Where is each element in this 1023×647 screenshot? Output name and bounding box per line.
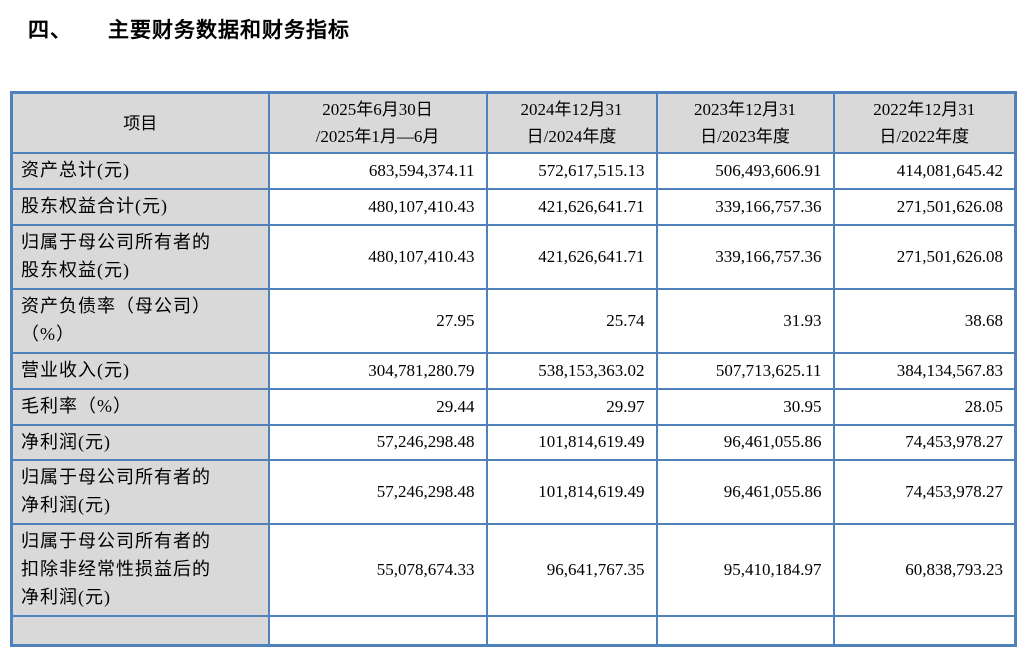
column-header-item: 项目	[10, 91, 270, 155]
cell-value: 506,493,606.91	[655, 152, 835, 191]
table-row-debt-ratio: 资产负债率（母公司） （%） 27.95 25.74 31.93 38.68	[10, 287, 1017, 354]
row-label: 净利润(元)	[10, 423, 270, 462]
cell-value: 29.97	[485, 387, 658, 426]
cell-value: 27.95	[267, 287, 488, 354]
cell-value: 29.44	[267, 387, 488, 426]
row-label	[10, 614, 270, 647]
section-title: 四、 主要财务数据和财务指标	[28, 14, 1023, 44]
cell-value: 572,617,515.13	[485, 152, 658, 191]
cell-value: 57,246,298.48	[267, 459, 488, 526]
cell-value: 414,081,645.42	[832, 152, 1017, 191]
row-label: 股东权益合计(元)	[10, 188, 270, 227]
cell-value	[832, 614, 1017, 647]
table-row-partial-clipped	[10, 614, 1017, 647]
cell-value: 421,626,641.71	[485, 224, 658, 290]
column-header-2025: 2025年6月30日 /2025年1月—6月	[267, 91, 488, 155]
cell-value: 74,453,978.27	[832, 423, 1017, 462]
table-row-net-profit: 净利润(元) 57,246,298.48 101,814,619.49 96,4…	[10, 423, 1017, 462]
cell-value: 57,246,298.48	[267, 423, 488, 462]
row-label: 归属于母公司所有者的 扣除非经常性损益后的 净利润(元)	[10, 523, 270, 617]
table-row-total-equity: 股东权益合计(元) 480,107,410.43 421,626,641.71 …	[10, 188, 1017, 227]
cell-value	[655, 614, 835, 647]
column-header-2023: 2023年12月31 日/2023年度	[655, 91, 835, 155]
cell-value: 31.93	[655, 287, 835, 354]
table-row-gross-margin: 毛利率（%） 29.44 29.97 30.95 28.05	[10, 387, 1017, 426]
cell-value: 38.68	[832, 287, 1017, 354]
table-row-parent-net-profit: 归属于母公司所有者的 净利润(元) 57,246,298.48 101,814,…	[10, 459, 1017, 526]
cell-value: 480,107,410.43	[267, 188, 488, 227]
cell-value: 480,107,410.43	[267, 224, 488, 290]
section-title-text: 主要财务数据和财务指标	[108, 19, 350, 42]
cell-value: 55,078,674.33	[267, 523, 488, 617]
row-label: 资产总计(元)	[10, 152, 270, 191]
section-number: 四、	[28, 19, 72, 42]
cell-value: 96,461,055.86	[655, 423, 835, 462]
table-row-parent-equity: 归属于母公司所有者的 股东权益(元) 480,107,410.43 421,62…	[10, 224, 1017, 290]
table-row-revenue: 营业收入(元) 304,781,280.79 538,153,363.02 50…	[10, 351, 1017, 390]
row-label: 归属于母公司所有者的 股东权益(元)	[10, 224, 270, 290]
cell-value: 101,814,619.49	[485, 459, 658, 526]
cell-value	[267, 614, 488, 647]
cell-value: 60,838,793.23	[832, 523, 1017, 617]
row-label: 毛利率（%）	[10, 387, 270, 426]
table-header-row: 项目 2025年6月30日 /2025年1月—6月 2024年12月31 日/2…	[10, 91, 1017, 155]
cell-value: 96,641,767.35	[485, 523, 658, 617]
column-header-2024: 2024年12月31 日/2024年度	[485, 91, 658, 155]
cell-value: 271,501,626.08	[832, 188, 1017, 227]
row-label: 资产负债率（母公司） （%）	[10, 287, 270, 354]
cell-value: 28.05	[832, 387, 1017, 426]
row-label: 归属于母公司所有者的 净利润(元)	[10, 459, 270, 526]
cell-value: 339,166,757.36	[655, 188, 835, 227]
cell-value: 74,453,978.27	[832, 459, 1017, 526]
cell-value: 96,461,055.86	[655, 459, 835, 526]
row-label: 营业收入(元)	[10, 351, 270, 390]
cell-value	[485, 614, 658, 647]
column-header-2022: 2022年12月31 日/2022年度	[832, 91, 1017, 155]
cell-value: 421,626,641.71	[485, 188, 658, 227]
cell-value: 384,134,567.83	[832, 351, 1017, 390]
cell-value: 683,594,374.11	[267, 152, 488, 191]
cell-value: 339,166,757.36	[655, 224, 835, 290]
cell-value: 101,814,619.49	[485, 423, 658, 462]
cell-value: 507,713,625.11	[655, 351, 835, 390]
table-row-total-assets: 资产总计(元) 683,594,374.11 572,617,515.13 50…	[10, 152, 1017, 191]
cell-value: 271,501,626.08	[832, 224, 1017, 290]
financial-data-table: 项目 2025年6月30日 /2025年1月—6月 2024年12月31 日/2…	[10, 91, 1017, 647]
cell-value: 304,781,280.79	[267, 351, 488, 390]
cell-value: 25.74	[485, 287, 658, 354]
cell-value: 30.95	[655, 387, 835, 426]
cell-value: 95,410,184.97	[655, 523, 835, 617]
cell-value: 538,153,363.02	[485, 351, 658, 390]
table-row-parent-net-profit-excl-nonrecurring: 归属于母公司所有者的 扣除非经常性损益后的 净利润(元) 55,078,674.…	[10, 523, 1017, 617]
